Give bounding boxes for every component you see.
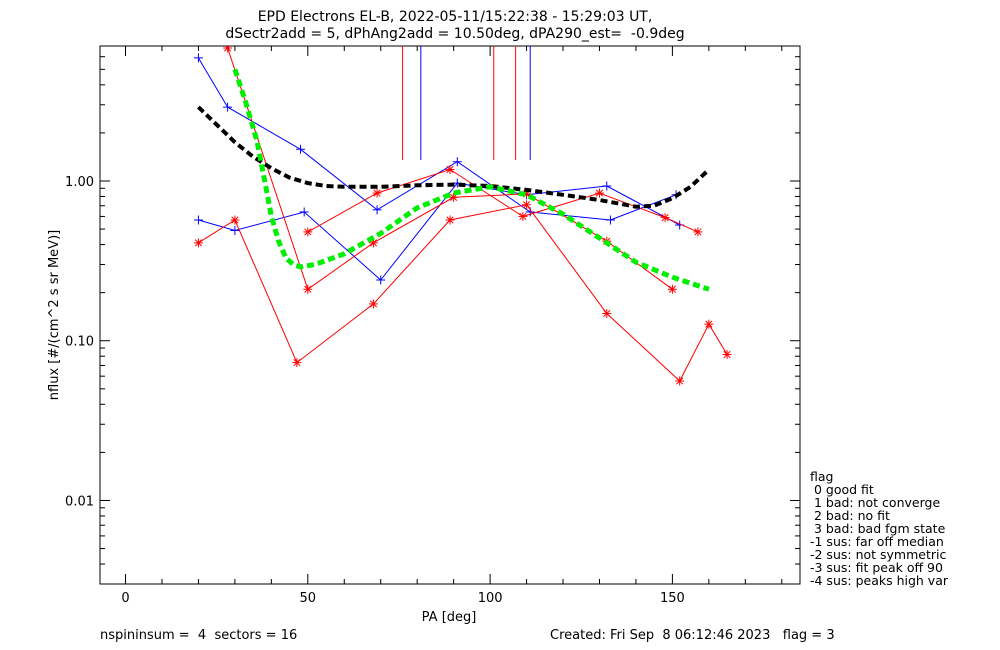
legend-item: -3 sus: fit peak off 90 [810, 560, 943, 575]
y-tick-label: 0.10 [65, 335, 94, 350]
data-point [445, 165, 455, 175]
data-point [292, 358, 302, 368]
marker-stroke [304, 285, 312, 293]
legend-item: -1 sus: far off median [810, 534, 944, 549]
series-line [198, 204, 728, 382]
legend-item: 2 bad: no fit [810, 508, 890, 523]
data-point [376, 275, 386, 285]
marker-stroke [603, 309, 611, 318]
x-tick-label: 100 [478, 591, 503, 606]
marker-stroke [194, 239, 203, 247]
marker-stroke [522, 201, 531, 209]
marker-stroke [519, 212, 527, 221]
data-point [704, 319, 714, 329]
data-point [693, 227, 703, 237]
marker-stroke [446, 165, 454, 174]
y-tick-label: 0.01 [65, 494, 94, 509]
data-point [372, 188, 382, 198]
series-line [198, 182, 680, 281]
data-point [303, 284, 313, 294]
data-point [605, 215, 615, 225]
data-point [518, 211, 528, 221]
data-point [602, 309, 612, 319]
legend-item: 1 bad: not converge [810, 495, 940, 510]
data-point [522, 200, 532, 210]
y-tick-label: 1.00 [65, 175, 94, 190]
marker-stroke [661, 214, 669, 222]
x-tick-label: 0 [121, 591, 129, 606]
data-point [193, 215, 203, 225]
marker-stroke [373, 189, 381, 197]
y-axis: 0.01 0.10 1.00 [65, 45, 800, 585]
data-point [594, 188, 604, 198]
data-point [372, 205, 382, 215]
data-point [368, 299, 378, 309]
legend-item: -2 sus: not symmetric [810, 547, 946, 562]
data-point [667, 284, 677, 294]
x-axis-label: PA [deg] [422, 610, 477, 625]
marker-stroke [676, 377, 684, 385]
data-point [303, 227, 313, 237]
data-point [660, 213, 670, 223]
data-point [452, 157, 462, 167]
marker-stroke [369, 239, 378, 247]
marker-stroke [668, 285, 676, 293]
y-axis-label: nflux [#/(cm^2 s sr MeV)] [47, 230, 62, 400]
x-tick-label: 150 [660, 591, 685, 606]
data-point [223, 102, 233, 112]
chart-title-line-1: EPD Electrons EL-B, 2022-05-11/15:22:38 … [258, 9, 653, 25]
legend-title: flag [810, 469, 833, 484]
footer-left: nspininsum = 4 sectors = 16 [100, 628, 297, 643]
plot-area-frame [99, 45, 801, 585]
data-point [675, 376, 685, 386]
flag-legend: flag 0 good fit 1 bad: not converge 2 ba… [810, 469, 949, 588]
data-point [193, 53, 203, 63]
data-point [722, 350, 732, 360]
marker-stroke [723, 350, 731, 359]
marker-stroke [446, 216, 454, 224]
marker-stroke [224, 46, 231, 52]
data-point [299, 207, 309, 217]
data-point [296, 144, 306, 154]
marker-stroke [293, 358, 301, 367]
legend-item: 3 bad: bad fgm state [810, 521, 946, 536]
marker-stroke [595, 189, 604, 197]
x-tick-label: 50 [300, 591, 317, 606]
peak-markers [402, 46, 531, 160]
legend-item: -4 sus: peaks high var [810, 573, 949, 588]
data-point [230, 225, 240, 235]
x-axis: 0 50 100 150 [121, 46, 783, 606]
footer-right: Created: Fri Sep 8 06:12:46 2023 flag = … [550, 628, 835, 643]
marker-stroke [369, 300, 378, 308]
marker-stroke [304, 228, 312, 236]
data-point [602, 181, 612, 191]
data-series [193, 46, 732, 386]
data-point [230, 215, 240, 225]
series-line [197, 57, 677, 221]
marker-stroke [231, 216, 239, 224]
data-point [223, 46, 233, 53]
data-point [193, 238, 203, 248]
marker-stroke [694, 228, 702, 236]
chart-title-line-2: dSectr2add = 5, dPhAng2add = 10.50deg, d… [225, 26, 684, 42]
legend-item: 0 good fit [810, 482, 874, 497]
data-point [445, 215, 455, 225]
fit-curve-line [232, 68, 710, 292]
marker-stroke [705, 320, 713, 328]
